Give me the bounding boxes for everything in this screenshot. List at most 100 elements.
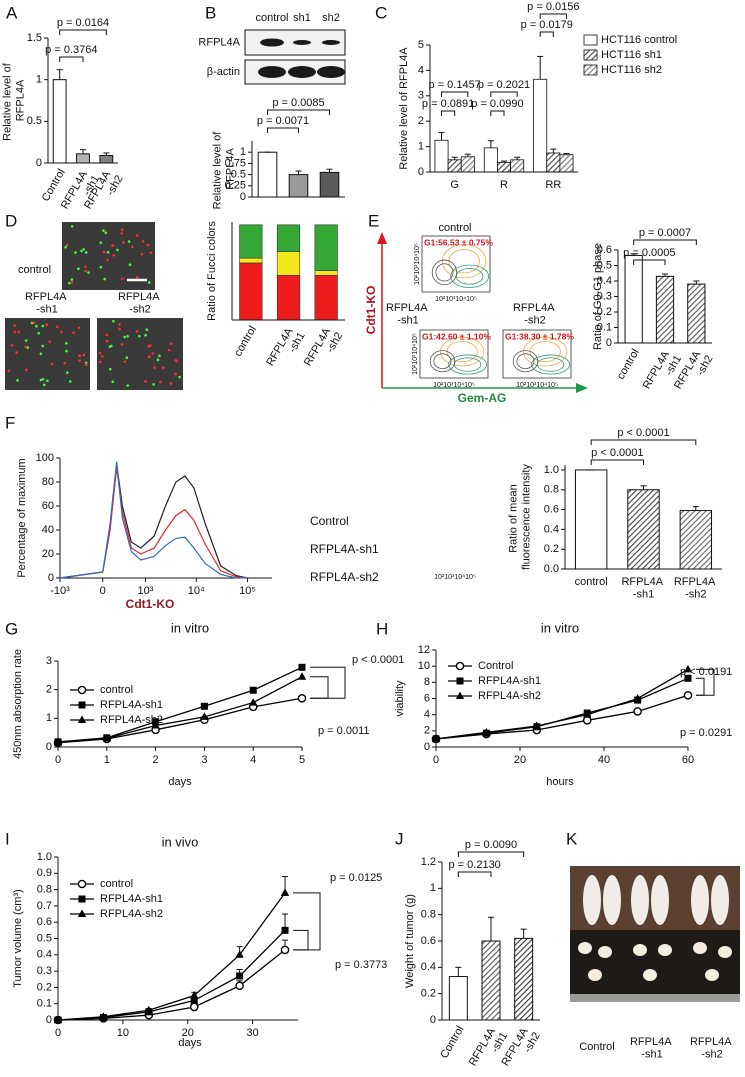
significance-bracket — [267, 127, 299, 133]
significance-bracket — [267, 109, 330, 115]
y-tick-label: 8 — [424, 676, 430, 688]
blot-band — [293, 40, 311, 45]
cell-dot — [24, 345, 27, 349]
significance-bracket — [293, 929, 309, 951]
cell-dot — [151, 352, 155, 355]
cell-dot — [152, 383, 155, 386]
y-axis-label: Relative level of RFPL4A — [212, 129, 237, 210]
y-tick-label: 1 — [36, 74, 42, 86]
cell-dot — [70, 281, 74, 284]
blot-band — [317, 66, 345, 78]
cell-dot — [55, 325, 59, 328]
legend-label: RFPL4A-sh1 — [100, 893, 163, 905]
marker — [53, 738, 63, 746]
bar-segment — [314, 274, 338, 321]
text-line: Relative level of — [212, 129, 224, 210]
cell-dot — [141, 240, 145, 243]
y-tick-label: 4 — [424, 709, 430, 721]
marker — [190, 996, 198, 1004]
flow-axis-label: Cdt1-KO — [364, 286, 378, 335]
density-contour — [439, 336, 485, 367]
text-line: RFPL4A — [386, 302, 430, 314]
bar-segment — [276, 274, 301, 321]
cell-dot — [37, 331, 41, 335]
cell-dot — [74, 251, 77, 254]
bar — [434, 139, 449, 173]
x-tick-label: RFPL4A -sh1 — [641, 347, 684, 397]
cell-dot — [147, 355, 151, 358]
text-line: fluorescence intensity — [520, 464, 532, 570]
panel-letter: F — [5, 413, 15, 432]
axis-arrowhead — [377, 232, 387, 244]
y-tick-label: 60 — [42, 500, 54, 512]
y-tick-label: 1 — [46, 712, 52, 724]
image-label: control — [18, 264, 51, 276]
cell-dot — [118, 323, 121, 326]
legend-label: Control — [310, 514, 349, 528]
marker — [235, 950, 244, 958]
photo-label: RFPL4A -sh2 — [690, 1036, 734, 1061]
x-tick-label: G — [450, 179, 459, 191]
p-value: p = 0.2021 — [478, 79, 530, 91]
cell-dot — [112, 253, 116, 257]
cell-dot — [144, 333, 147, 337]
cell-dot — [106, 250, 110, 254]
y-tick-label: 0.1 — [37, 998, 52, 1010]
chart-title: in vitro — [171, 620, 209, 635]
x-tick-label: RFPL4A -sh2 — [674, 576, 718, 601]
significance-bracket — [441, 110, 456, 116]
series-line — [435, 668, 689, 740]
plot-label: RFPL4A -sh2 — [513, 302, 557, 327]
y-tick-label: 0 — [240, 191, 246, 203]
plot-label: control — [438, 222, 471, 234]
legend-label: HCT116 control — [601, 34, 677, 46]
legend-marker — [455, 691, 465, 699]
mouse — [651, 875, 669, 925]
bar — [257, 151, 278, 198]
tumor — [643, 969, 657, 981]
legend-label: HCT116 sh1 — [601, 49, 662, 61]
y-tick-label: 0 — [46, 741, 52, 753]
significance-bracket — [633, 259, 666, 265]
blot-lane-label: sh1 — [293, 12, 311, 24]
cell-dot — [112, 319, 115, 323]
legend-marker — [77, 685, 87, 695]
significance-bracket — [590, 439, 697, 445]
significance-bracket — [696, 677, 705, 696]
significance-bracket — [441, 91, 469, 97]
series-line — [59, 463, 248, 579]
x-tick-label: 5 — [299, 754, 305, 766]
text-line: RFPL4A — [118, 291, 162, 303]
p-value: p = 0.3764 — [45, 44, 97, 56]
bar-segment — [239, 257, 263, 264]
x-tick-label: 10⁴ — [188, 585, 205, 597]
series-line — [59, 461, 248, 579]
y-tick-label: 5 — [418, 39, 424, 51]
y-tick-label: 0 — [606, 337, 612, 349]
cell-dot — [130, 245, 134, 249]
text-line: -sh2 — [129, 304, 150, 316]
blot-band — [258, 66, 286, 78]
bar — [447, 159, 462, 173]
y-axis-label: Tumor volume (cm³) — [12, 889, 24, 988]
y-tick-label: 1.5 — [27, 32, 42, 44]
text-line: RFPL4A — [14, 79, 26, 121]
series-line — [57, 929, 286, 1021]
legend-marker — [455, 661, 465, 671]
blot-band — [322, 40, 340, 45]
blot-band — [288, 66, 316, 78]
series-line — [57, 697, 303, 744]
y-tick-label: 0.2 — [544, 543, 559, 555]
tumor — [633, 944, 647, 956]
y-tick-label: 0.1 — [597, 321, 612, 333]
photo-label: Control — [579, 1041, 614, 1053]
x-tick-label: control — [615, 347, 642, 382]
cell-dot — [135, 275, 139, 279]
y-tick-label: 100 — [36, 452, 54, 464]
text-line: RFPL4A — [224, 148, 236, 190]
y-tick-label: 0.4 — [37, 949, 52, 961]
y-tick-label: 0.6 — [37, 916, 52, 928]
x-tick-label: 20 — [514, 754, 526, 766]
p-value: p < 0.0001 — [591, 447, 643, 459]
